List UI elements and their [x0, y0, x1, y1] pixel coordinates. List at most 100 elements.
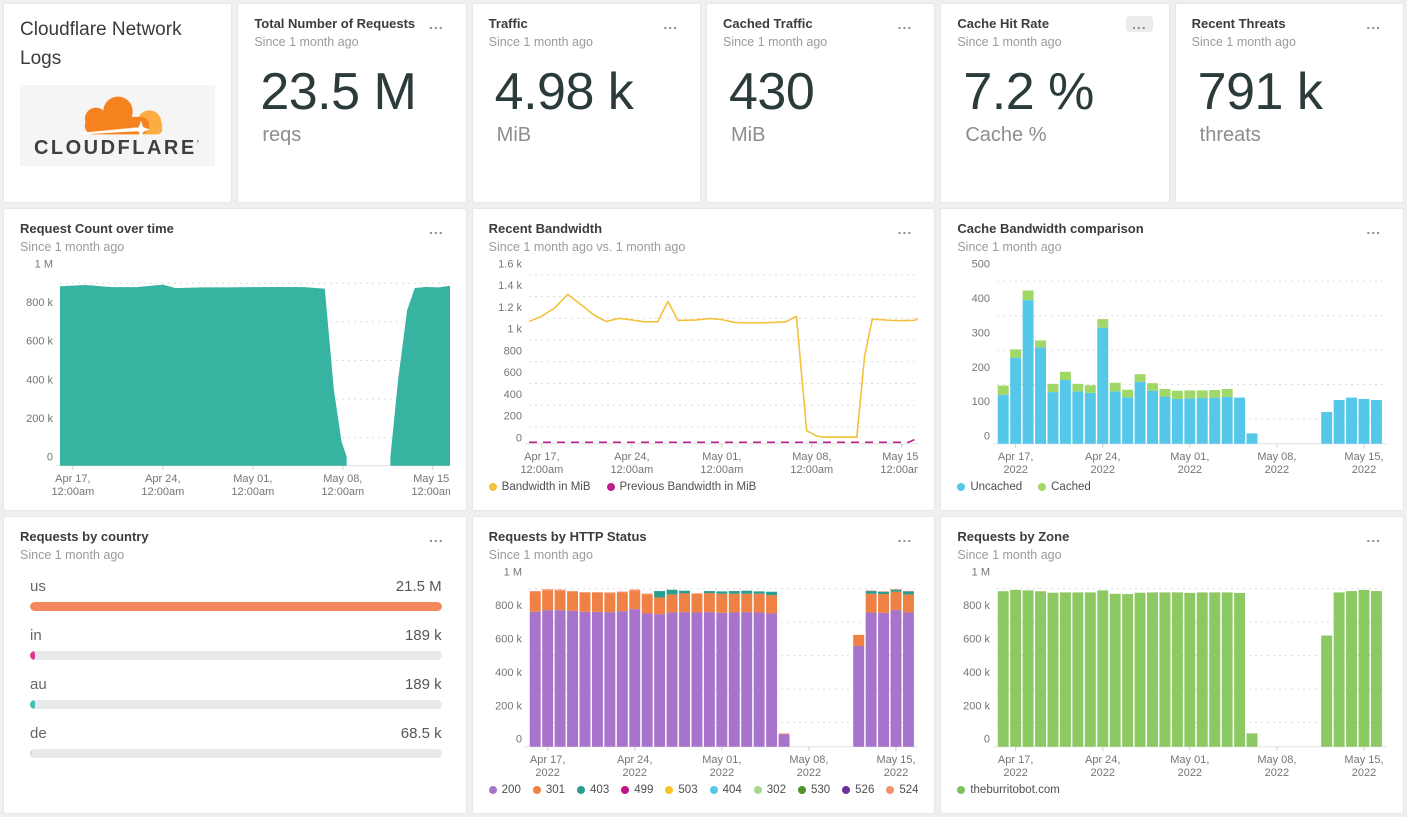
- panel-cache-hit-rate: Cache Hit Rate Since 1 month ago ... 7.2…: [940, 3, 1170, 203]
- panel-menu-button[interactable]: ...: [892, 16, 919, 32]
- legend-label: 499: [634, 784, 654, 796]
- panel-menu-button[interactable]: ...: [1360, 221, 1387, 237]
- ellipsis-icon: ...: [428, 529, 444, 545]
- ellipsis-icon: ...: [897, 221, 913, 237]
- svg-text:May 08,2022: May 08, 2022: [1258, 451, 1297, 476]
- dashboard-title: Cloudflare Network Logs: [20, 19, 182, 69]
- panel-subtitle: Since 1 month ago: [488, 548, 593, 563]
- panel-menu-button[interactable]: ...: [1360, 529, 1387, 545]
- stat-value: 430: [728, 63, 815, 122]
- svg-text:800: 800: [503, 346, 521, 358]
- panel-menu-button[interactable]: ...: [423, 221, 450, 237]
- cache-bandwidth-chart[interactable]: 0 100 200 300 400 500 Apr 17, 2022 Apr 24, 2022 Ma…: [957, 256, 1387, 476]
- svg-text:Apr 17,2022: Apr 17, 2022: [998, 451, 1033, 476]
- legend-dot-icon: [886, 786, 895, 794]
- legend-label: 302: [766, 784, 786, 796]
- svg-text:Apr 17,12:00am: Apr 17, 12:00am: [51, 473, 94, 498]
- recent-bandwidth-chart[interactable]: 0 200 400 600 800 1 k 1.2 k 1.4 k 1.6 k Apr 17, 12…: [489, 256, 919, 476]
- svg-text:200 k: 200 k: [26, 413, 53, 425]
- country-bar-track: [30, 651, 442, 661]
- legend-item[interactable]: 499: [621, 784, 653, 796]
- panel-subtitle: Since 1 month ago: [1191, 35, 1296, 50]
- legend-item[interactable]: Cached: [1038, 481, 1091, 493]
- panel-menu-button[interactable]: ...: [657, 16, 684, 32]
- svg-text:May 15,12:00am: May 15,12:00am: [880, 451, 918, 476]
- legend-label: 404: [722, 784, 742, 796]
- panel-menu-button[interactable]: ...: [892, 529, 919, 545]
- panel-menu-button[interactable]: ...: [423, 529, 450, 545]
- zone-chart[interactable]: 0 200 k 400 k 600 k 800 k 1 M Apr 17, 2022 Apr 2…: [957, 564, 1387, 779]
- ellipsis-icon: ...: [663, 16, 678, 32]
- legend-label: Uncached: [970, 481, 1023, 493]
- legend-dot-icon: [957, 786, 966, 794]
- ellipsis-icon: ...: [1131, 16, 1147, 32]
- stat-value: 4.98 k: [494, 63, 634, 122]
- svg-text:200: 200: [503, 411, 521, 423]
- panel-title: Cache Bandwidth comparison: [957, 221, 1144, 236]
- stat-unit: threats: [1199, 123, 1261, 146]
- legend-item[interactable]: 524: [886, 784, 918, 796]
- svg-text:Apr 24,2022: Apr 24, 2022: [617, 754, 652, 779]
- legend-item[interactable]: Bandwidth in MiB: [488, 481, 591, 493]
- country-row: in 189 k: [30, 627, 442, 661]
- panel-menu-button[interactable]: ...: [1360, 16, 1387, 32]
- svg-text:1.2 k: 1.2 k: [498, 302, 522, 314]
- country-row: de 68.5 k: [30, 725, 442, 759]
- svg-text:0: 0: [984, 431, 990, 443]
- legend-item[interactable]: 526: [842, 784, 874, 796]
- legend-dot-icon: [957, 483, 966, 491]
- svg-text:May 01,2022: May 01, 2022: [702, 754, 741, 779]
- legend-item[interactable]: theburritobot.com: [957, 784, 1060, 796]
- legend-item[interactable]: 301: [532, 784, 566, 796]
- legend-item[interactable]: 200: [488, 784, 521, 796]
- cache-bandwidth-legend: Uncached Cached: [957, 476, 1387, 498]
- legend-label: 301: [545, 784, 566, 796]
- country-bar-fill[interactable]: [30, 749, 33, 759]
- legend-label: 524: [899, 784, 919, 796]
- country-bar-track: [30, 700, 442, 710]
- panel-subtitle: Since 1 month ago: [957, 240, 1062, 255]
- svg-text:Apr 24,12:00am: Apr 24, 12:00am: [141, 473, 184, 498]
- panel-title: Total Number of Requests: [254, 16, 416, 31]
- country-label: in: [30, 627, 42, 645]
- country-label: au: [30, 676, 47, 694]
- legend-item[interactable]: 503: [665, 784, 698, 796]
- legend-item[interactable]: 403: [577, 784, 609, 796]
- svg-text:200 k: 200 k: [495, 701, 522, 713]
- svg-text:400 k: 400 k: [495, 667, 522, 679]
- svg-text:0: 0: [516, 433, 522, 445]
- stat-value: 791 k: [1197, 63, 1323, 122]
- svg-text:1 k: 1 k: [507, 324, 522, 336]
- svg-text:600 k: 600 k: [495, 634, 522, 646]
- panel-subtitle: Since 1 month ago: [20, 548, 125, 563]
- country-bar-fill[interactable]: [30, 700, 35, 710]
- request-count-chart[interactable]: 0 200 k 400 k 600 k 800 k 1 M Apr 17, 12:00am Ap…: [20, 256, 450, 498]
- legend-item[interactable]: 530: [797, 784, 830, 796]
- stat-unit: reqs: [262, 123, 302, 146]
- svg-text:Apr 17,2022: Apr 17, 2022: [530, 754, 565, 779]
- panel-menu-button[interactable]: ...: [423, 16, 450, 32]
- legend-item[interactable]: Uncached: [957, 481, 1022, 493]
- svg-text:1.6 k: 1.6 k: [498, 259, 522, 271]
- panel-recent-bandwidth: Recent Bandwidth Since 1 month ago vs. 1…: [471, 208, 936, 511]
- panel-menu-button[interactable]: ...: [892, 221, 919, 237]
- legend-item[interactable]: 404: [709, 784, 742, 796]
- country-label: de: [30, 725, 47, 743]
- svg-text:0: 0: [47, 452, 53, 464]
- panel-title: Cache Hit Rate: [957, 16, 1050, 31]
- legend-item[interactable]: Previous Bandwidth in MiB: [606, 481, 756, 493]
- stat-unit: MiB: [496, 123, 532, 146]
- panel-menu-button[interactable]: ...: [1125, 16, 1153, 32]
- svg-text:500: 500: [972, 259, 990, 271]
- country-bar-fill[interactable]: [30, 602, 442, 612]
- panel-subtitle: Since 1 month ago: [488, 35, 593, 50]
- legend-item[interactable]: 302: [753, 784, 786, 796]
- panel-subtitle: Since 1 month ago: [957, 548, 1062, 563]
- svg-text:May 15,2022: May 15, 2022: [876, 754, 915, 779]
- svg-text:Apr 17,2022: Apr 17, 2022: [998, 754, 1033, 779]
- country-bar-fill[interactable]: [30, 651, 35, 661]
- svg-text:400: 400: [503, 389, 521, 401]
- cloudflare-cloud-icon: [79, 96, 162, 138]
- http-status-chart[interactable]: 0 200 k 400 k 600 k 800 k 1 M Apr 17, 2022 Apr 2…: [489, 564, 919, 779]
